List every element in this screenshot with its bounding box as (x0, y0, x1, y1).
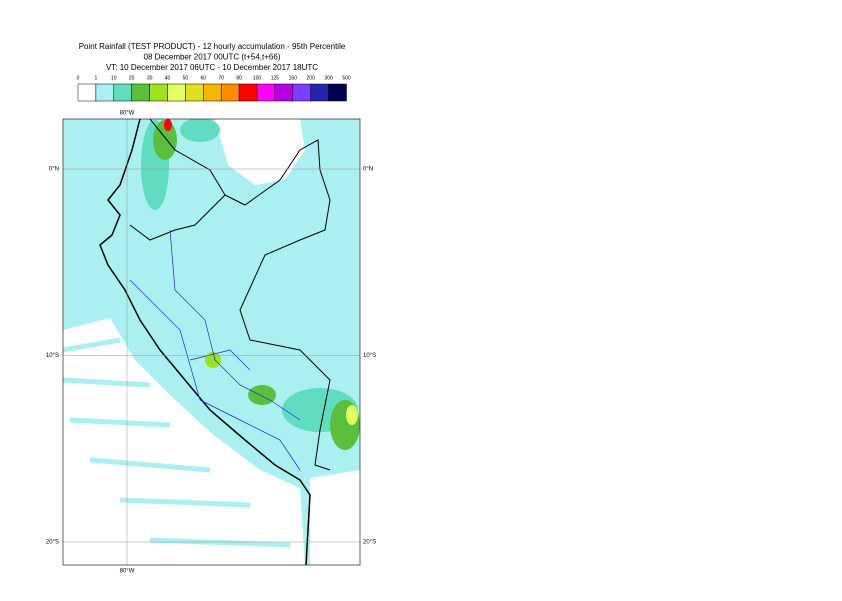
legend-label: 60 (201, 75, 207, 81)
legend-label: 200 (307, 75, 316, 81)
legend-label: 80 (236, 75, 242, 81)
admin-border (129, 229, 301, 471)
legend-label: 150 (289, 75, 298, 81)
legend-swatch (220, 83, 240, 102)
legend-swatch (95, 83, 115, 102)
legend-swatch (185, 83, 204, 102)
legend-label: 100 (253, 75, 262, 81)
title-line: VT: 10 December 2017 06UTC - 10 December… (106, 63, 318, 72)
dry-area (310, 470, 360, 565)
coastline (99, 119, 311, 565)
map-frame (62, 118, 361, 566)
ocean-bands (63, 337, 291, 548)
legend-swatch (238, 83, 258, 102)
legend-swatch (274, 83, 294, 102)
legend-label: 50 (183, 75, 189, 81)
latitude-label: 10°S (46, 353, 59, 359)
legend-swatch (292, 83, 311, 102)
rain-area (164, 119, 172, 131)
legend-label: 30 (147, 75, 153, 81)
dry-area (215, 119, 305, 185)
graticule: 0°N 0°N 10°S 10°S 20°S 20°S 80°W 80°W (46, 111, 376, 575)
map: 0°N 0°N 10°S 10°S 20°S 20°S 80°W 80°W (46, 111, 376, 575)
legend-label: 70 (218, 75, 224, 81)
latitude-label: 0°N (49, 167, 59, 173)
legend-swatch (203, 83, 222, 102)
legend-label: 300 (324, 75, 333, 81)
legend-swatch (256, 83, 276, 102)
legend-label: 1 (95, 75, 98, 81)
legend-label: 500 (342, 75, 351, 81)
legend-label: 125 (271, 75, 280, 81)
title-line: 08 December 2017 00UTC (t+54,t+66) (144, 53, 281, 62)
legend-swatch (310, 83, 329, 102)
title-line: Point Rainfall (TEST PRODUCT) - 12 hourl… (79, 42, 346, 51)
legend-label: 0 (77, 75, 80, 81)
legend-swatch (167, 83, 186, 102)
latitude-label: 20°S (46, 540, 59, 546)
latitude-label: 10°S (363, 353, 376, 359)
rain-area (248, 385, 276, 405)
legend-label: 20 (129, 75, 135, 81)
legend-swatch (149, 83, 168, 102)
longitude-label: 80°W (120, 111, 135, 117)
border (129, 119, 331, 471)
rain-area (346, 405, 358, 425)
rain-area (180, 119, 220, 142)
legend: 0 1 10 20 30 40 50 60 70 80 100 125 150 200 300 500 (77, 75, 351, 102)
rain-area (205, 352, 221, 368)
legend-swatch (77, 83, 97, 102)
legend-swatch (113, 83, 132, 102)
legend-label: 40 (165, 75, 171, 81)
latitude-label: 0°N (363, 167, 373, 173)
legend-swatch (328, 83, 347, 102)
legend-label: 10 (111, 75, 117, 81)
longitude-label: 80°W (120, 569, 135, 575)
titles: Point Rainfall (TEST PRODUCT) - 12 hourl… (79, 42, 346, 72)
legend-swatch (131, 83, 150, 102)
latitude-label: 20°S (363, 540, 376, 546)
